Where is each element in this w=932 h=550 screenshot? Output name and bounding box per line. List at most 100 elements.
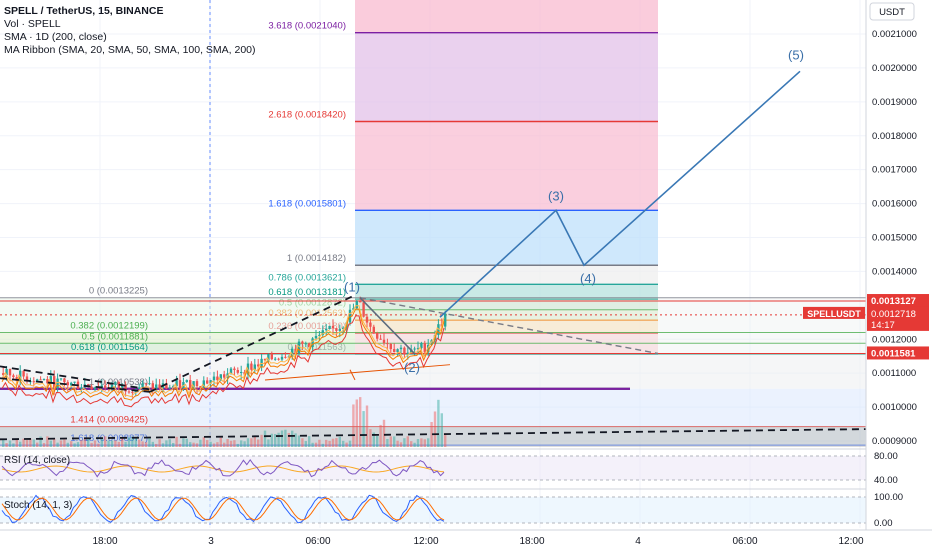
time-axis[interactable] (0, 530, 932, 550)
fib-ret-level-label: 0 (0.0013225) (89, 286, 148, 297)
volume-bar (328, 440, 331, 447)
candle-body (393, 349, 396, 353)
candle-body (372, 326, 375, 334)
candle-body (178, 380, 182, 389)
candle-body (189, 380, 192, 390)
volume-bar (243, 441, 246, 447)
rsi-band (0, 456, 866, 480)
candle-body (301, 341, 304, 344)
candle-body (297, 341, 301, 354)
rsi-ma-line (1, 465, 445, 473)
trendline-dashed[interactable] (149, 294, 356, 393)
volume-bar (406, 436, 409, 447)
volume-bar (70, 441, 73, 447)
price-axis[interactable] (866, 0, 932, 550)
volume-bar (199, 439, 202, 447)
fib-ext-level-label: 2.618 (0.0018420) (268, 110, 346, 121)
candle-body (114, 382, 117, 385)
time-tick: 18:00 (519, 536, 544, 547)
trendline-orange[interactable] (264, 364, 451, 381)
price-tick: 0.0020000 (872, 63, 917, 74)
fib-ext-band (355, 32, 658, 122)
elliott-wave-projection[interactable] (439, 70, 801, 318)
volume-bar (175, 436, 178, 447)
candle-body (90, 386, 93, 390)
volume-bar (287, 432, 290, 447)
stoch-tick: 0.00 (874, 518, 893, 529)
candle-body (155, 384, 158, 390)
volume-bar (182, 438, 185, 447)
volume-bar (223, 442, 226, 447)
volume-bar (25, 440, 29, 447)
rsi-line (1, 458, 445, 478)
candle-body (406, 352, 409, 355)
currency-button[interactable] (869, 2, 915, 21)
volume-bar (253, 436, 256, 447)
candle-body (25, 376, 29, 382)
candle-body (219, 374, 222, 381)
wave-segment[interactable] (359, 297, 416, 355)
price-tag[interactable] (867, 294, 929, 308)
fib-ret-band (0, 332, 355, 344)
fib-ext-band (355, 284, 658, 300)
volume-bar (12, 443, 15, 447)
candle-body (267, 354, 270, 361)
candle-body (365, 316, 369, 323)
candle-body (321, 330, 324, 335)
volume-bar (379, 424, 382, 447)
trendline-orange[interactable] (349, 369, 356, 381)
volume-bar (376, 435, 379, 447)
candle-body (56, 378, 59, 389)
legend-line: MA Ribbon (SMA, 20, SMA, 50, SMA, 100, S… (4, 44, 256, 56)
trendline-dashed[interactable] (0, 428, 867, 441)
trendline-dashed[interactable] (0, 377, 151, 393)
candle-body (12, 375, 15, 378)
volume-bar (127, 437, 131, 447)
volume-bar (151, 441, 154, 447)
candle-body (257, 364, 260, 367)
volume-bar (206, 440, 209, 447)
volume-bar (393, 436, 396, 447)
volume-bar (427, 438, 430, 447)
fib-ret-band (0, 354, 866, 389)
candle-body (291, 348, 294, 357)
volume-bar (148, 438, 151, 447)
time-tick: 3 (208, 536, 214, 547)
volume-bar (168, 439, 171, 447)
volume-bar (172, 442, 175, 447)
volume-bar (155, 443, 158, 447)
volume-bar (236, 443, 239, 447)
last-price-tag[interactable] (867, 306, 929, 331)
trendline-gray[interactable] (359, 297, 659, 355)
candle-body (233, 368, 236, 371)
rsi-tick: 40.00 (874, 475, 898, 486)
candle-body (131, 391, 134, 393)
candle-body (199, 386, 202, 388)
fib-ext-band-top (355, 0, 658, 33)
volume-bar (192, 442, 195, 447)
volume-bar (158, 439, 161, 447)
trendline-dashed[interactable] (0, 365, 151, 391)
price-tag[interactable] (867, 346, 929, 360)
volume-bar (352, 404, 355, 447)
volume-bar (308, 436, 311, 447)
last-price-value: 0.0012718 (871, 309, 916, 320)
candle-body (240, 372, 243, 374)
candle-timer: 14:17 (871, 320, 895, 331)
candle-body (427, 344, 430, 353)
symbol-tag[interactable] (803, 306, 865, 319)
candle-body (304, 343, 307, 345)
volume-bar (76, 442, 80, 447)
volume-bar (80, 440, 83, 447)
volume-bar (114, 440, 117, 447)
candle-body (70, 382, 73, 386)
stoch-d-line (1, 497, 445, 521)
volume-bar (311, 442, 314, 447)
candle-body (138, 387, 141, 389)
candle-body (236, 370, 239, 373)
volume-bar (49, 440, 52, 447)
volume-bar (338, 436, 341, 447)
legend-line: SPELL / TetherUS, 15, BINANCE (4, 5, 163, 17)
